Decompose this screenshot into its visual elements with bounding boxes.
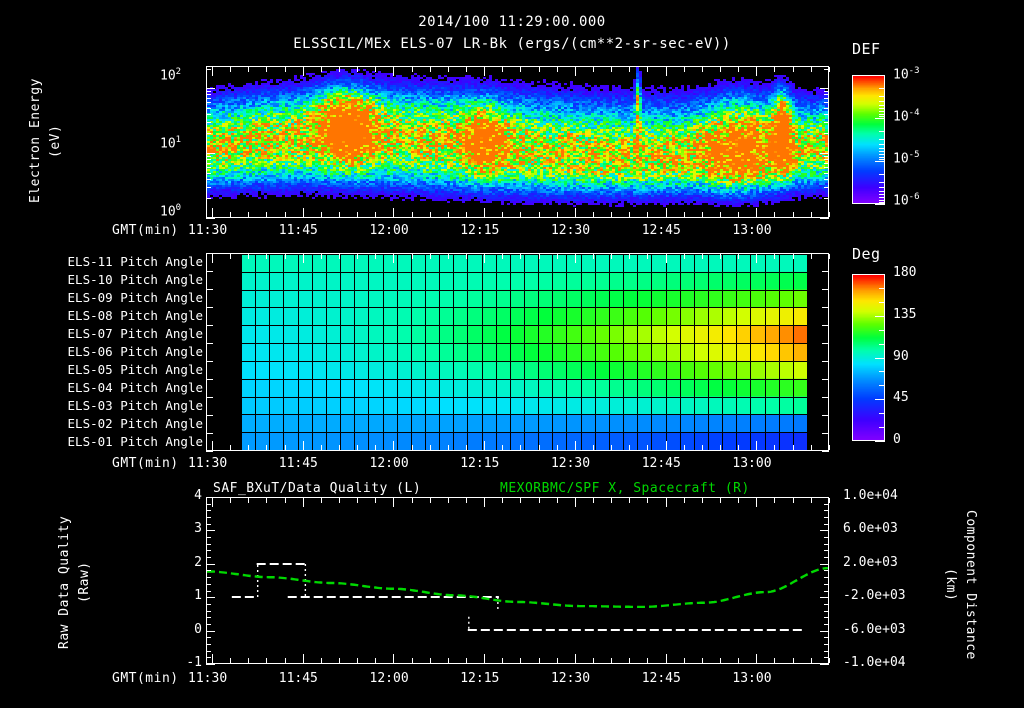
spectrogram-ytick-2: 102: [160, 67, 182, 84]
xtick-label: 12:00: [369, 223, 409, 238]
pitch-angle-row-label: ELS-06 Pitch Angle: [67, 344, 203, 359]
spectrogram-ytick-0: 100: [160, 203, 182, 220]
xtick-label: 11:30: [188, 456, 228, 471]
pitch-angle-row-label: ELS-05 Pitch Angle: [67, 362, 203, 377]
xtick-label: 12:45: [641, 456, 681, 471]
bottom-ytick-label-left: 1: [194, 588, 202, 603]
page-title: 2014/100 11:29:00.000: [418, 14, 606, 30]
xtick-label: 11:45: [278, 223, 318, 238]
xtick-label: 11:45: [278, 456, 318, 471]
xtick-label: 12:30: [550, 223, 591, 238]
page-subtitle: ELSSCIL/MEx ELS-07 LR-Bk (ergs/(cm**2-sr…: [293, 36, 731, 52]
bottom-ytick-label-right: -6.0e+03: [843, 622, 906, 637]
pitch-angle-row-label: ELS-07 Pitch Angle: [67, 326, 203, 341]
def-colorbar-label-4: 10-4: [893, 108, 920, 125]
xtick-label: 13:00: [732, 671, 772, 686]
spectrogram-frame: [206, 66, 829, 218]
deg-colorbar-tick-label: 180: [893, 265, 917, 280]
xtick-label: 12:45: [641, 671, 681, 686]
deg-colorbar-title: Deg: [852, 245, 881, 263]
pitch-angle-row-label: ELS-03 Pitch Angle: [67, 398, 203, 413]
xtick-label: 12:30: [550, 671, 591, 686]
xtick-label: 11:45: [278, 671, 318, 686]
xtick-label: 13:00: [732, 456, 772, 471]
bottom-title-left: SAF_BXuT/Data Quality (L): [213, 481, 422, 496]
def-colorbar-label-3: 10-3: [893, 66, 920, 83]
bottom-ylabel-right: Component Distance: [963, 510, 978, 660]
bottom-plot-traces: [207, 498, 828, 663]
bottom-title-right: MEXORBMC/SPF X, Spacecraft (R): [500, 481, 750, 496]
bottom-ytick-label-left: -1: [186, 655, 202, 670]
xtick-label: 12:15: [460, 671, 500, 686]
xtick-label: 12:00: [369, 671, 409, 686]
xtick-label: 12:45: [641, 223, 681, 238]
bottom-ytick-label-left: 2: [194, 555, 202, 570]
deg-colorbar-tick-label: 135: [893, 307, 917, 322]
xtick-label: 11:30: [188, 671, 228, 686]
pitch-angle-row-label: ELS-02 Pitch Angle: [67, 416, 203, 431]
xtick-label: 12:00: [369, 456, 409, 471]
spectrogram-image: [207, 67, 828, 217]
bottom-ytick-label-right: -2.0e+03: [843, 588, 906, 603]
xtick-label: 12:15: [460, 456, 500, 471]
pitch-angle-row-label: ELS-04 Pitch Angle: [67, 380, 203, 395]
def-colorbar-label-6: 10-6: [893, 192, 920, 209]
spectrogram-ylabel: Electron Energy: [28, 78, 43, 204]
bottom-xlabel: GMT(min): [112, 671, 179, 686]
bottom-ytick-label-right: 2.0e+03: [843, 555, 898, 570]
bottom-ytick-label-right: 1.0e+04: [843, 488, 898, 503]
bottom-ytick-label-right: 6.0e+03: [843, 521, 898, 536]
deg-colorbar-tick-label: 45: [893, 390, 909, 405]
deg-colorbar-gradient: [853, 275, 884, 440]
bottom-ylabel-right-unit: (km): [943, 568, 958, 602]
bottom-ylabel-left: Raw Data Quality: [57, 515, 72, 650]
pitch-angle-row-label: ELS-09 Pitch Angle: [67, 290, 203, 305]
pitch-angle-xlabel: GMT(min): [112, 456, 179, 471]
pitch-angle-image: [207, 254, 828, 450]
spectrogram-xlabel: GMT(min): [112, 223, 179, 238]
pitch-angle-row-label: ELS-08 Pitch Angle: [67, 308, 203, 323]
xtick-label: 11:30: [188, 223, 228, 238]
deg-colorbar-tick-label: 90: [893, 349, 909, 364]
bottom-ylabel-left-unit: (Raw): [77, 561, 92, 604]
bottom-plot-frame: [206, 497, 829, 664]
pitch-angle-frame: [206, 253, 829, 451]
spectrogram-yunit: (eV): [48, 124, 63, 158]
xtick-label: 13:00: [732, 223, 772, 238]
bottom-ytick-label-left: 0: [194, 622, 202, 637]
deg-colorbar-frame: [852, 274, 885, 441]
bottom-ytick-label-right: -1.0e+04: [843, 655, 906, 670]
pitch-angle-row-label: ELS-10 Pitch Angle: [67, 272, 203, 287]
xtick-label: 12:15: [460, 223, 500, 238]
def-colorbar-gradient: [853, 76, 884, 203]
deg-colorbar-tick-label: 0: [893, 432, 901, 447]
pitch-angle-row-label: ELS-01 Pitch Angle: [67, 434, 203, 449]
def-colorbar-label-5: 10-5: [893, 150, 920, 167]
spectrogram-ytick-1: 101: [160, 135, 182, 152]
def-colorbar-title: DEF: [852, 40, 881, 58]
bottom-ytick-label-left: 3: [194, 521, 202, 536]
bottom-ytick-label-left: 4: [194, 488, 202, 503]
xtick-label: 12:30: [550, 456, 591, 471]
pitch-angle-row-label: ELS-11 Pitch Angle: [67, 254, 203, 269]
